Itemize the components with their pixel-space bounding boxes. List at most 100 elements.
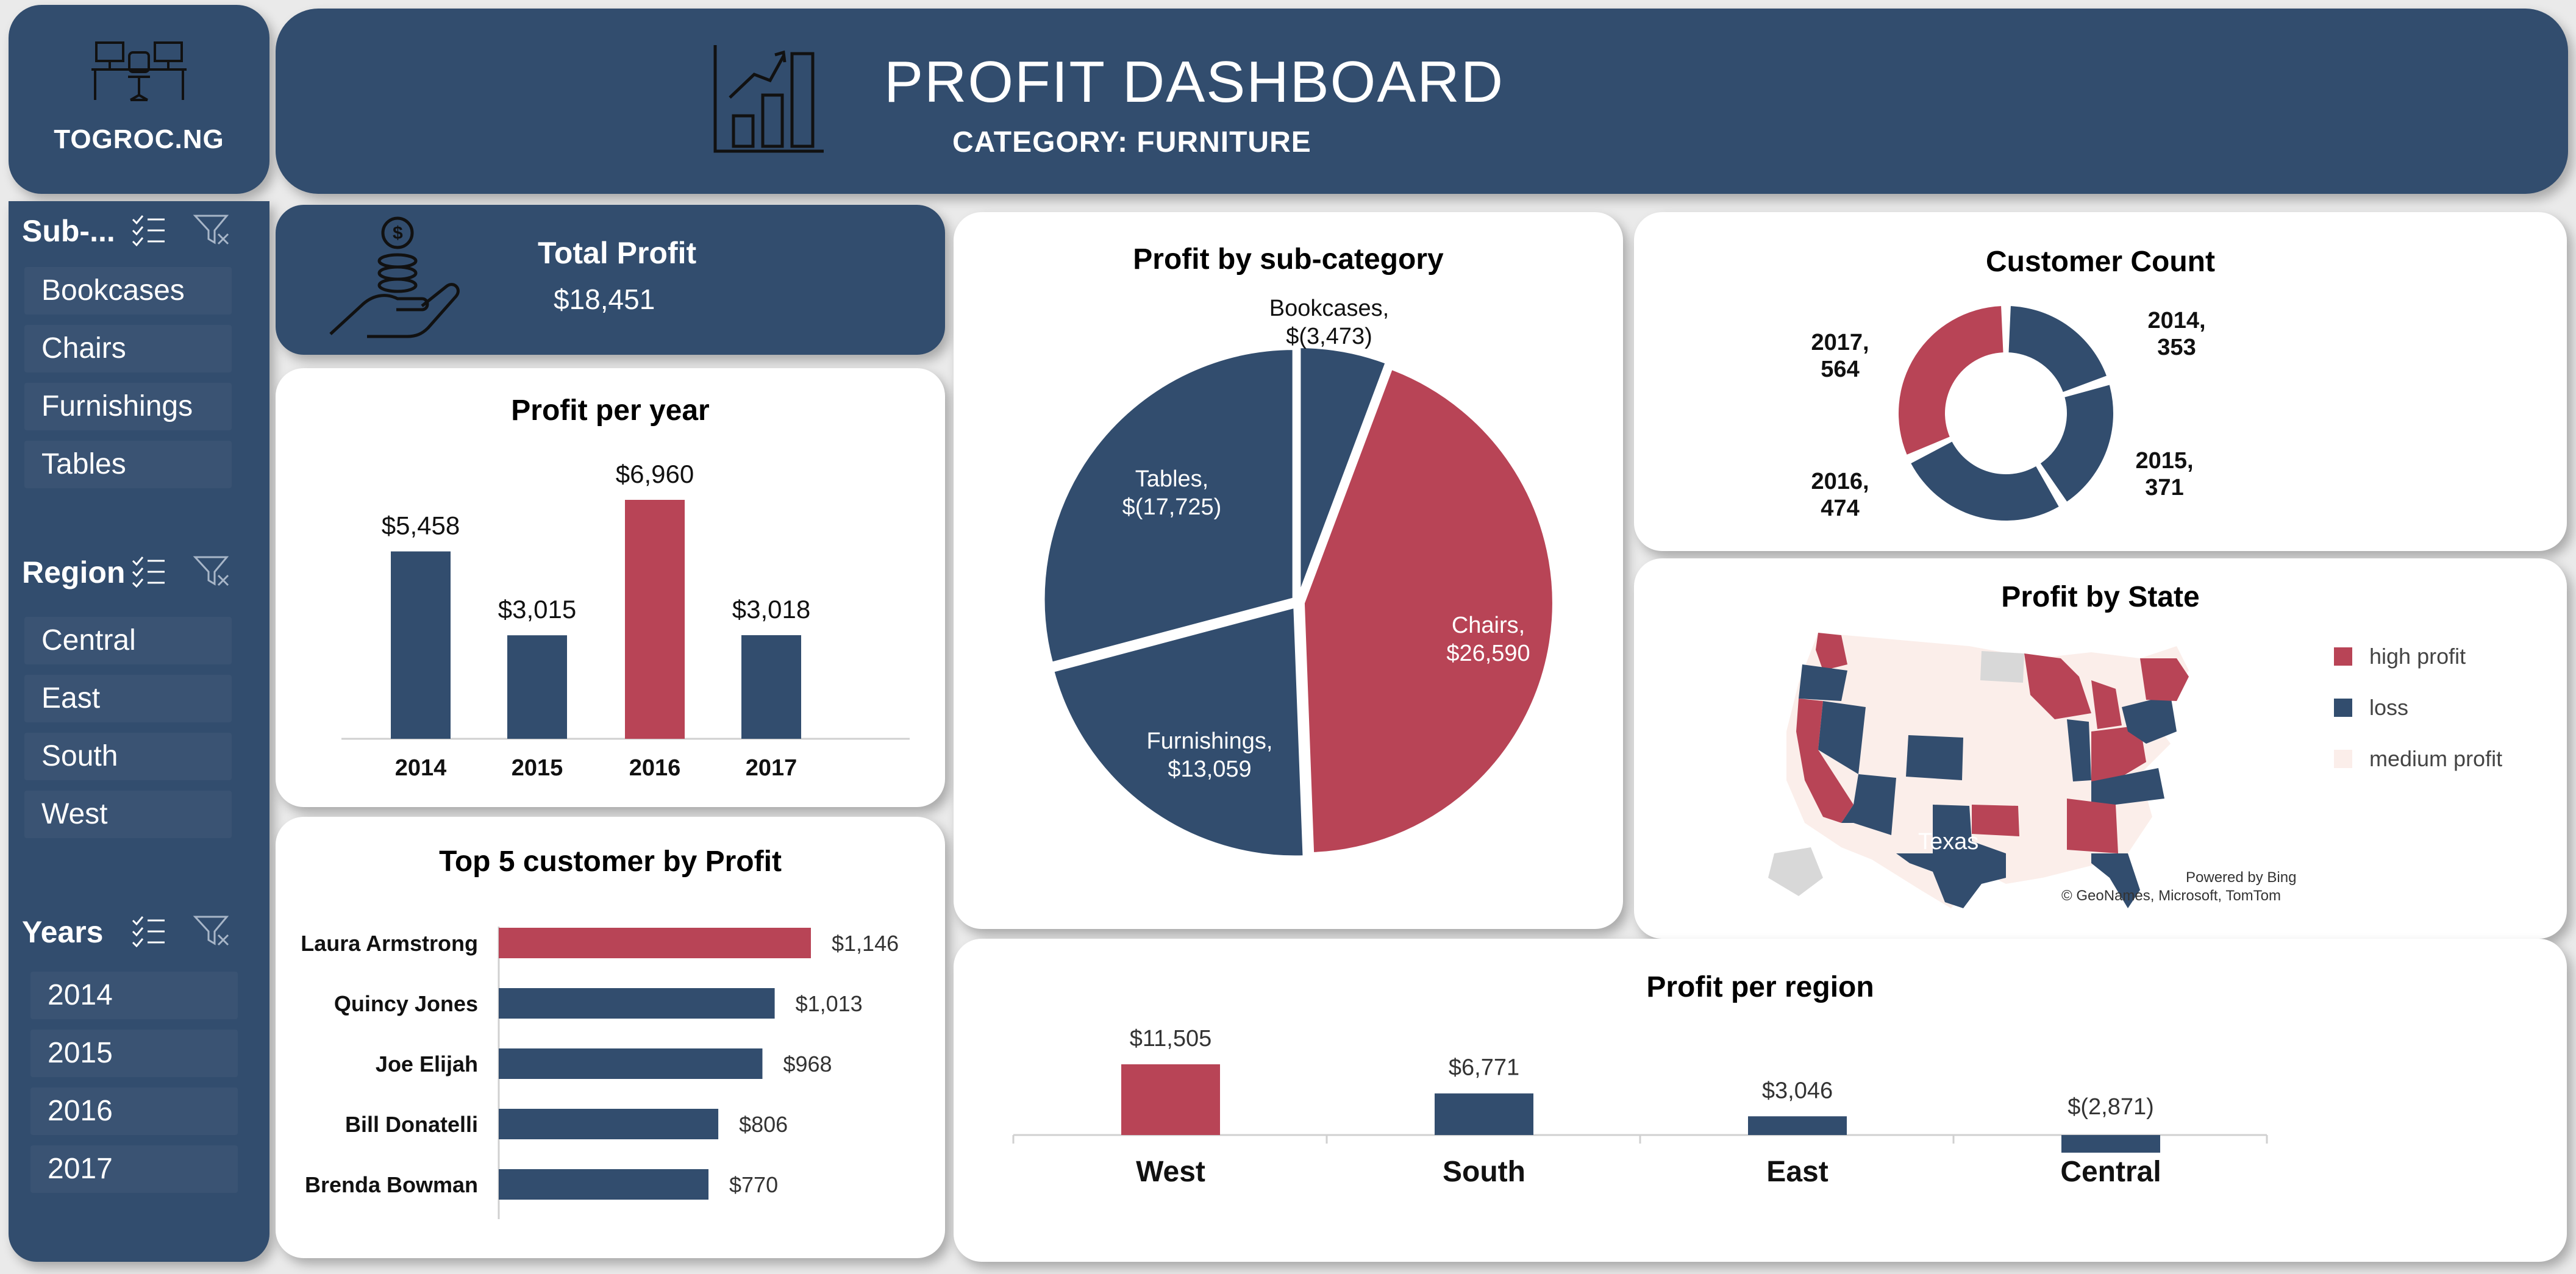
chart-title: Profit per region [1646,971,1874,1003]
office-desks-icon [91,41,187,101]
slicer-item[interactable]: 2016 [30,1087,238,1135]
slicer-item[interactable]: South [24,733,232,780]
growth-chart-icon [713,45,824,153]
slicer-item[interactable]: Furnishings [24,383,232,430]
slicer-item[interactable]: East [24,675,232,722]
map-region-california [1796,699,1854,823]
bar-customer [499,1048,763,1079]
clear-filter-icon[interactable] [193,913,232,947]
map-region-nevada [1818,701,1866,774]
multi-select-icon[interactable] [130,212,167,246]
pie-slice-tables [1041,346,1296,666]
bar-2015 [507,635,567,739]
clear-x [217,574,229,586]
bar-east [1748,1116,1847,1135]
chart-title: Profit per year [511,394,710,427]
category-label: Bill Donatelli [345,1112,478,1137]
x-tick-label: 2017 [746,755,797,781]
list-lines [148,218,165,243]
slice-name-label: Chairs, [1452,613,1525,638]
slicer-item[interactable]: 2017 [30,1145,238,1193]
map-region-illinois [2067,719,2091,781]
data-label: $3,015 [498,595,576,624]
data-label: $770 [729,1172,778,1197]
donut-slice-2017 [1899,306,2003,455]
profit-by-state-card: Profit by State Texas high profit loss med… [1634,558,2567,939]
funnel-shape [193,916,229,945]
total-profit-card: $ Total Profit $18,451 [276,205,945,355]
slicer-item[interactable]: 2014 [30,972,238,1019]
top5-customers-chart: Laura Armstrong $1,146 Quincy Jones $1,013 J… [301,927,899,1219]
donut-slice-2015 [2040,385,2113,502]
bar-south [1435,1093,1533,1135]
slicer-item[interactable]: Chairs [24,325,232,372]
slicer-title-2: Years [22,915,104,949]
legend-label: high profit [2369,644,2466,669]
map-credit-bing: Powered by Bing [2186,869,2297,886]
top5-customers-card: Top 5 customer by Profit Laura Armstrong… [276,817,945,1258]
map-title: Profit by State [2001,581,2200,613]
check-marks [132,215,144,246]
clear-filter-icon[interactable] [193,212,232,246]
subcategory-pie-card: Profit by sub-category Bookcases, $(3,473… [954,212,1623,929]
us-state-map[interactable] [1750,622,2213,927]
x-tick-label: 2016 [629,755,681,781]
dashboard-header: PROFIT DASHBOARD CATEGORY: FURNITURE [276,9,2568,194]
slice-value-label: $13,059 [1168,756,1251,782]
bar-customer [499,928,811,958]
slice-count-label: 353 [2157,335,2196,360]
legend-label: medium profit [2369,746,2503,771]
multi-select-icon[interactable] [130,553,167,588]
multi-select-icon[interactable] [130,913,167,947]
check-marks [132,916,144,947]
x-tick-label: East [1766,1156,1828,1188]
category-label: Joe Elijah [376,1052,478,1076]
slice-count-label: 371 [2145,475,2183,500]
chart-title: Profit by sub-category [1133,243,1444,276]
map-region-midwest-mixed [2091,725,2146,781]
donut-slice-2014 [2008,306,2107,393]
svg-text:$: $ [393,223,403,243]
slice-name-label: Tables, [1135,466,1208,492]
clear-x [217,934,229,946]
pie-slice-chairs [1300,365,1556,856]
slice-value-label: $(17,725) [1122,494,1222,520]
data-label: $968 [783,1052,832,1076]
chart-title: Customer Count [1986,246,2215,278]
map-region-colorado [1906,735,1963,780]
slicer-item[interactable]: Central [24,617,232,664]
slice-count-label: 564 [1821,357,1859,382]
funnel-shape [193,215,229,244]
clear-filter-icon[interactable] [193,553,232,588]
donut-slice-2016 [1911,441,2059,521]
map-region-northwest [1816,633,1847,671]
slicer-item[interactable]: Bookcases [24,267,232,315]
slice-year-label: 2017, [1811,330,1869,355]
map-region-alaska [1768,847,1823,896]
total-profit-value: $18,451 [554,283,655,315]
check-marks [132,557,144,588]
slice-year-label: 2015, [2135,448,2193,474]
slicer-title-1: Region [22,555,126,589]
data-label: $1,013 [796,991,863,1016]
profit-per-year-card: Profit per year $5,458 2014 $3,015 2015 $6,9… [276,368,945,807]
x-tick-label: Central [2060,1156,2161,1188]
list-lines [148,560,165,584]
bar-2016 [625,500,685,739]
data-label: $6,960 [616,460,694,488]
bar-west [1121,1064,1220,1135]
subcategory-pie-chart: Bookcases, $(3,473) Chairs, $26,590 Furnishi… [1041,296,1556,859]
slicer-item[interactable]: West [24,791,232,838]
x-tick-label: South [1443,1156,1525,1188]
x-tick-label: 2015 [512,755,563,781]
map-region-arizona [1841,774,1896,835]
slicer-item[interactable]: 2015 [30,1030,238,1077]
funnel-shape [193,556,229,586]
data-label: $806 [739,1112,788,1137]
texas-callout: Texas [1918,829,1979,855]
profit-per-year-chart: $5,458 2014 $3,015 2015 $6,960 2016 $3,018 2017 [341,460,910,781]
data-label: $11,505 [1130,1026,1212,1052]
slicer-item[interactable]: Tables [24,441,232,488]
map-region-oregon [1799,664,1847,701]
map-region-northeast [2140,658,2189,701]
